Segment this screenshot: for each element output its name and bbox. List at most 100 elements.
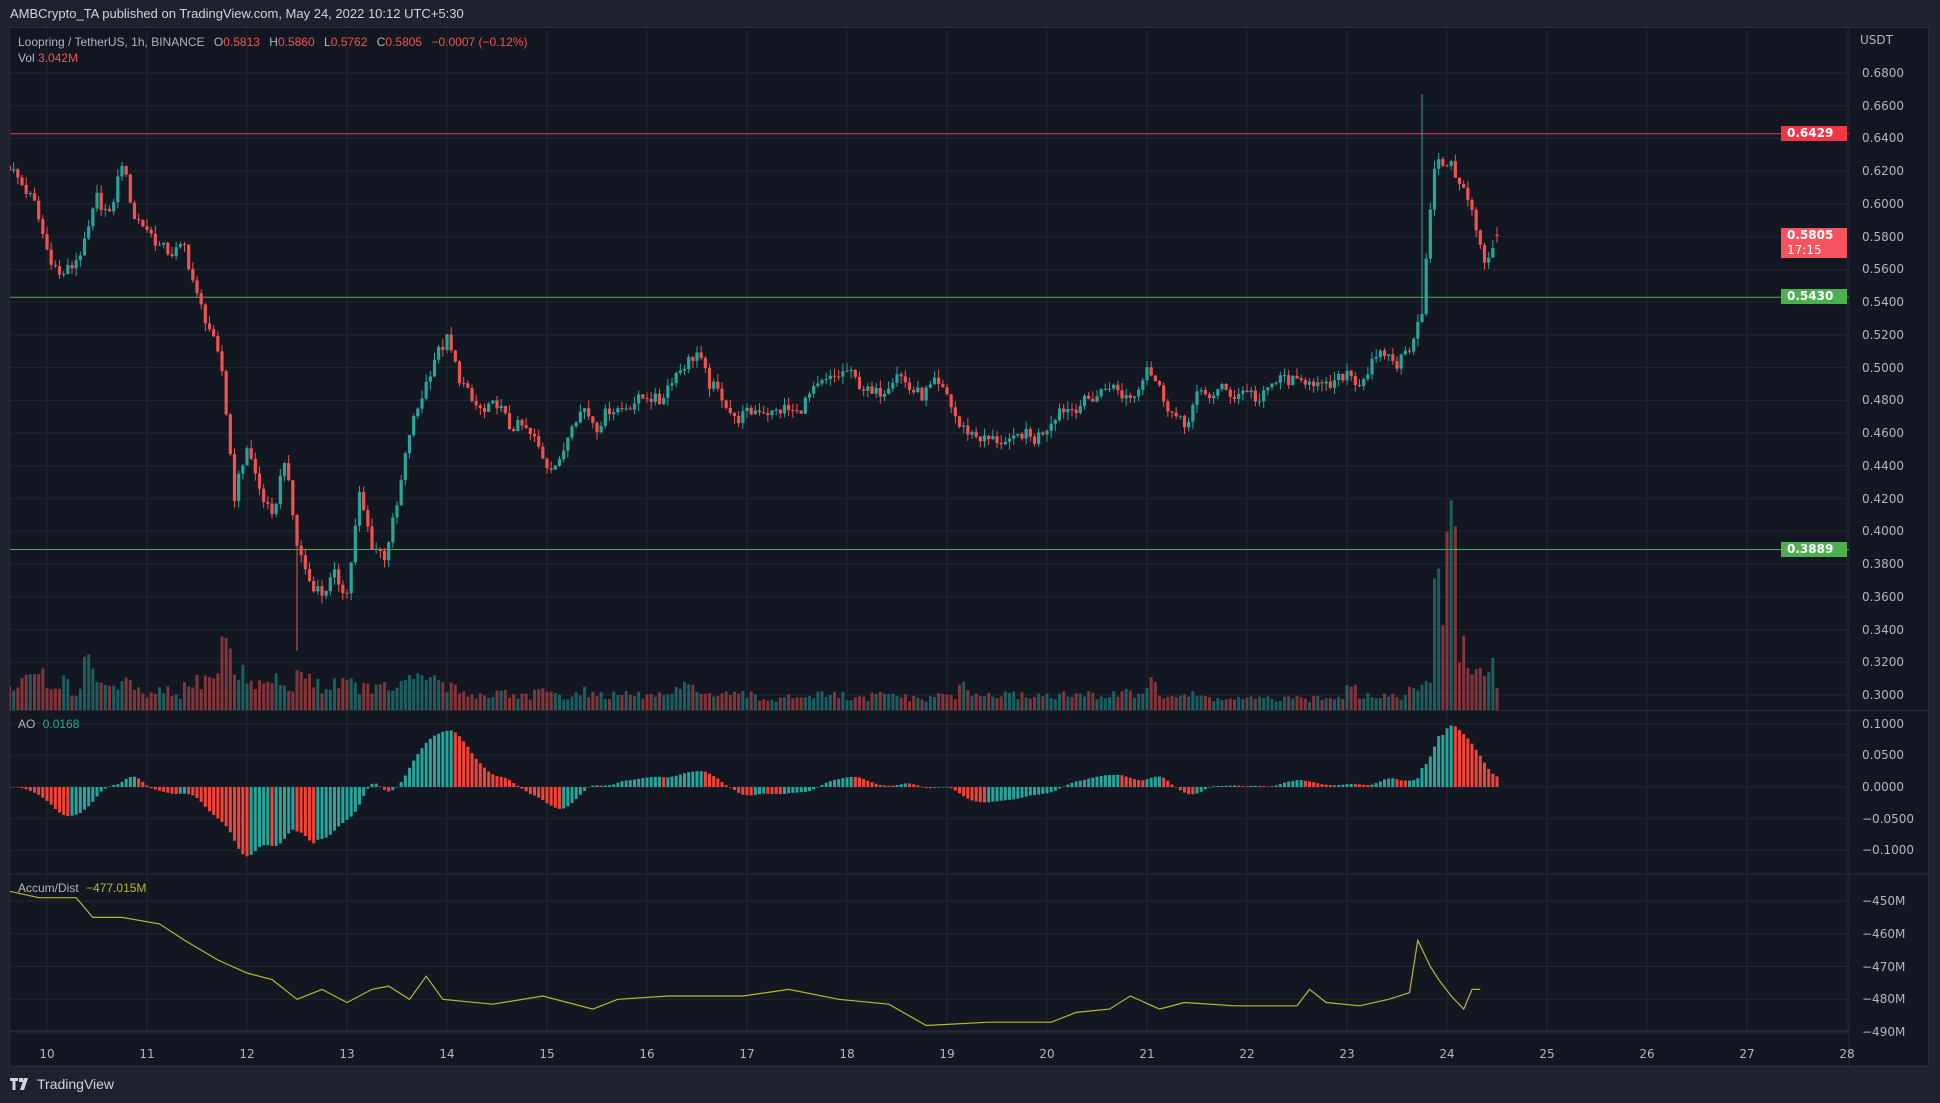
volume-bar <box>1087 691 1091 710</box>
ao-bar <box>712 776 716 787</box>
candle-body <box>1207 394 1212 399</box>
candle-body <box>270 503 274 514</box>
volume-bar <box>999 696 1003 710</box>
ao-bar <box>674 775 678 787</box>
candle-body <box>220 351 224 372</box>
ao-bar <box>1366 784 1370 787</box>
volume-bar <box>1428 682 1432 710</box>
ao-bar <box>1178 787 1182 791</box>
volume-bar <box>470 694 474 710</box>
volume-bar <box>678 688 682 710</box>
volume-bar <box>383 682 386 710</box>
price-axis-label: 0.4800 <box>1862 393 1904 408</box>
candle-body <box>1128 395 1132 398</box>
ao-bar <box>783 787 786 794</box>
volume-bar <box>658 692 661 710</box>
candle-body <box>232 453 237 501</box>
candle-body <box>1012 435 1016 439</box>
ao-bar <box>162 787 166 792</box>
volume-bar <box>1253 698 1257 710</box>
ao-bar <box>74 787 78 815</box>
volume-bar <box>674 686 678 710</box>
volume-bar <box>283 685 286 710</box>
volume-bar <box>778 697 782 710</box>
ao-bar <box>1466 738 1470 787</box>
candle-body <box>178 244 182 248</box>
ao-bar <box>1166 780 1170 787</box>
candle-body <box>691 356 695 361</box>
ao-bar <box>83 787 86 810</box>
tradingview-footer[interactable]: TradingView <box>10 1076 114 1092</box>
volume-bar <box>1462 635 1466 710</box>
candle-body <box>974 431 978 437</box>
candle-body <box>1149 367 1153 376</box>
volume-bar <box>74 695 78 710</box>
volume-bar <box>449 682 453 710</box>
volume-bar <box>249 680 253 710</box>
candle-body <box>1153 375 1157 381</box>
candle-body <box>620 408 624 410</box>
volume-bar <box>1170 696 1174 710</box>
volume-bar <box>1399 699 1403 710</box>
candle-body <box>149 229 153 234</box>
volume-bar <box>599 692 603 710</box>
candle-body <box>966 425 970 435</box>
candle-body <box>803 397 807 414</box>
volume-bar <box>353 682 357 710</box>
volume-bar <box>820 691 824 710</box>
candle-body <box>1057 408 1062 421</box>
time-axis-label: 14 <box>439 1047 455 1061</box>
candle-body <box>666 385 670 398</box>
volume-bar <box>487 697 491 710</box>
ao-bar <box>916 785 920 787</box>
volume-bar <box>1083 696 1086 710</box>
candle-body <box>257 473 262 489</box>
low-value: 0.5762 <box>330 35 368 49</box>
candle-body <box>907 382 912 391</box>
candle-body <box>1053 420 1057 424</box>
candle-body <box>1120 390 1124 399</box>
ao-bar <box>1333 785 1336 787</box>
volume-bar <box>112 685 116 710</box>
volume-bar <box>1099 696 1103 710</box>
ao-bar <box>1428 756 1432 787</box>
ao-bar <box>899 784 903 787</box>
ao-bar <box>912 784 916 787</box>
volume-bar <box>208 677 211 710</box>
candle-body <box>624 408 628 410</box>
candle-body <box>941 384 945 388</box>
ao-bar <box>128 777 132 787</box>
ao-bar <box>512 783 516 787</box>
volume-bar <box>66 679 70 710</box>
ao-bar <box>295 787 299 832</box>
candle-body <box>1412 338 1416 352</box>
volume-bar <box>1383 693 1386 710</box>
volume-bar <box>1024 697 1028 710</box>
ao-bar <box>578 787 582 795</box>
candle-body <box>478 405 482 408</box>
ao-bar <box>1470 743 1474 787</box>
volume-bar <box>849 700 853 710</box>
ao-bar <box>37 787 41 795</box>
ao-bar <box>633 779 636 787</box>
ao-bar <box>791 787 795 793</box>
candle-body <box>1274 382 1278 384</box>
volume-bar <box>649 693 653 710</box>
candle-body <box>1224 384 1228 390</box>
candle-body <box>845 370 849 372</box>
candle-body <box>603 408 607 426</box>
volume-bar <box>549 691 553 710</box>
volume-bar <box>770 699 774 710</box>
ao-bar <box>937 787 941 788</box>
volume-bar <box>920 699 924 710</box>
ao-bar <box>1162 777 1166 787</box>
ao-bar <box>1103 775 1107 787</box>
candle-body <box>753 410 757 415</box>
volume-bar <box>883 693 886 710</box>
ao-bar <box>1328 785 1332 787</box>
candle-body <box>1032 436 1037 444</box>
candle-body <box>957 416 962 427</box>
ao-bar <box>41 787 45 798</box>
time-axis-label: 15 <box>539 1047 555 1061</box>
